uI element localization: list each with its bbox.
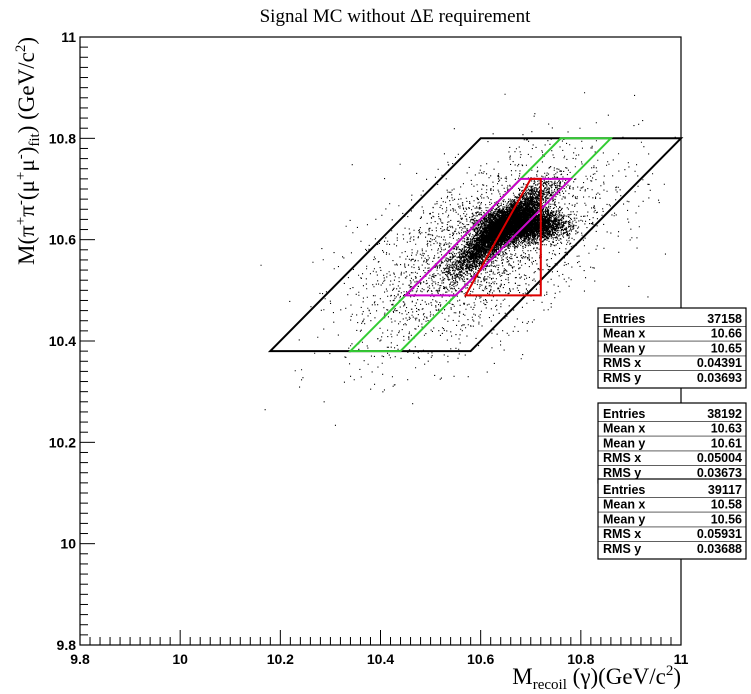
stats-value: 0.05004 <box>697 451 742 465</box>
stats-label: RMS y <box>603 466 641 480</box>
stats-label: RMS y <box>603 542 641 556</box>
stats-value: 38192 <box>707 407 742 421</box>
y-tick-label: 10 <box>60 536 76 552</box>
stats-value: 0.03673 <box>697 466 742 480</box>
stats-value: 0.05931 <box>697 527 742 541</box>
stats-box <box>597 307 747 389</box>
y-tick-label: 10.6 <box>49 232 76 248</box>
stats-value: 0.03688 <box>697 542 742 556</box>
chart-title: Signal MC without ΔE requirement <box>260 6 532 27</box>
stats-label: Mean y <box>603 341 645 355</box>
x-axis-title: Mrecoil (γ)(GeV/c2) <box>512 663 681 693</box>
scatter-points <box>260 92 676 426</box>
stats-label: Entries <box>603 312 645 326</box>
stats-value: 10.66 <box>711 327 742 341</box>
stats-value: 10.58 <box>711 498 742 512</box>
stats-label: Entries <box>603 483 645 497</box>
stats-value: 10.61 <box>711 436 742 450</box>
y-tick-label: 10.2 <box>49 434 76 450</box>
stats-value: 0.04391 <box>697 356 742 370</box>
x-tick-label: 10 <box>172 651 188 667</box>
stats-label: Mean y <box>603 436 645 450</box>
stats-value: 10.63 <box>711 422 742 436</box>
stats-label: RMS x <box>603 451 641 465</box>
x-tick-label: 9.8 <box>70 651 90 667</box>
region-red <box>463 177 542 297</box>
stats-value: 37158 <box>707 312 742 326</box>
stats-label: Mean x <box>603 422 645 436</box>
y-tick-label: 9.8 <box>57 637 77 653</box>
x-tick-label: 11 <box>674 651 689 667</box>
stats-value: 10.56 <box>711 512 742 526</box>
stats-label: Mean x <box>603 498 645 512</box>
data-points <box>260 92 676 426</box>
x-tick-label: 10.8 <box>567 651 594 667</box>
stats-label: Entries <box>603 407 645 421</box>
x-tick-label: 10.4 <box>367 651 394 667</box>
y-tick-label: 10.8 <box>49 130 76 146</box>
y-axis-title: M(π+π-(μ+μ-)fit) (GeV/c2) <box>13 37 43 265</box>
stats-label: RMS x <box>603 527 641 541</box>
stats-label: RMS x <box>603 356 641 370</box>
y-tick-label: 11 <box>61 29 76 45</box>
stats-value: 10.65 <box>711 341 742 355</box>
stats-box <box>597 478 747 560</box>
stats-boxes: Entries 37158 Mean x 10.66 Mean y 10.65 RMS x 0… <box>597 307 747 560</box>
stats-label: Mean x <box>603 327 645 341</box>
y-tick-label: 10.4 <box>49 333 76 349</box>
stats-label: RMS y <box>603 371 641 385</box>
x-tick-label: 10.6 <box>467 651 494 667</box>
x-axis-ticks: 9.8 10 10.2 10.4 10.6 10.8 11 <box>70 630 689 667</box>
x-tick-label: 10.2 <box>267 651 294 667</box>
region-magenta <box>403 177 574 297</box>
y-axis-ticks: 9.8 10 10.2 10.4 10.6 10.8 11 <box>49 29 95 653</box>
stats-label: Mean y <box>603 512 645 526</box>
stats-value: 0.03693 <box>697 371 742 385</box>
stats-value: 39117 <box>708 483 742 497</box>
